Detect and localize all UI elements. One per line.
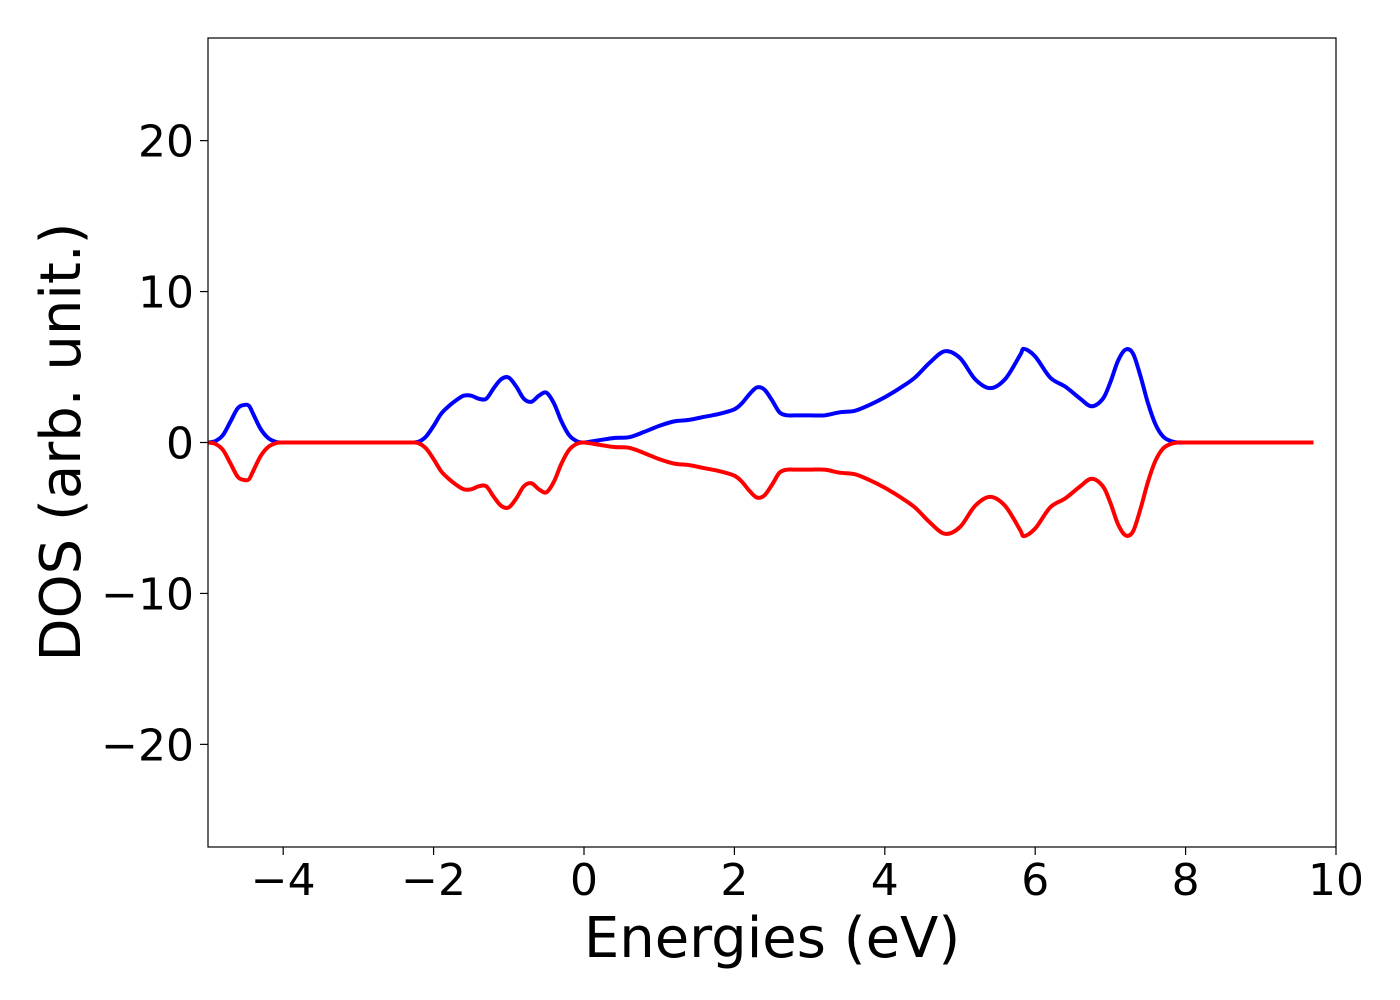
y-tick-label: −10 xyxy=(101,569,194,620)
series-line-1 xyxy=(207,440,1314,539)
x-tick-label: 10 xyxy=(1308,855,1364,906)
y-axis-label: DOS (arb. unit.) xyxy=(29,222,94,661)
y-tick-label: 10 xyxy=(138,268,194,319)
series-layer xyxy=(207,346,1314,539)
x-tick-label: 6 xyxy=(1021,855,1049,906)
y-tick-label: −20 xyxy=(101,720,194,771)
y-axis-ticks: −20 −10 0 10 20 xyxy=(101,117,208,771)
x-axis-label: Energies (eV) xyxy=(584,906,960,971)
x-tick-label: 0 xyxy=(570,855,598,906)
x-axis-ticks: −4 −2 0 2 4 6 8 10 xyxy=(251,847,1364,906)
y-tick-label: 20 xyxy=(138,117,194,168)
x-tick-label: 8 xyxy=(1172,855,1200,906)
y-tick-label: 0 xyxy=(166,419,194,470)
x-tick-label: 2 xyxy=(720,855,748,906)
x-tick-label: −2 xyxy=(401,855,466,906)
x-tick-label: 4 xyxy=(871,855,899,906)
x-tick-label: −4 xyxy=(251,855,316,906)
